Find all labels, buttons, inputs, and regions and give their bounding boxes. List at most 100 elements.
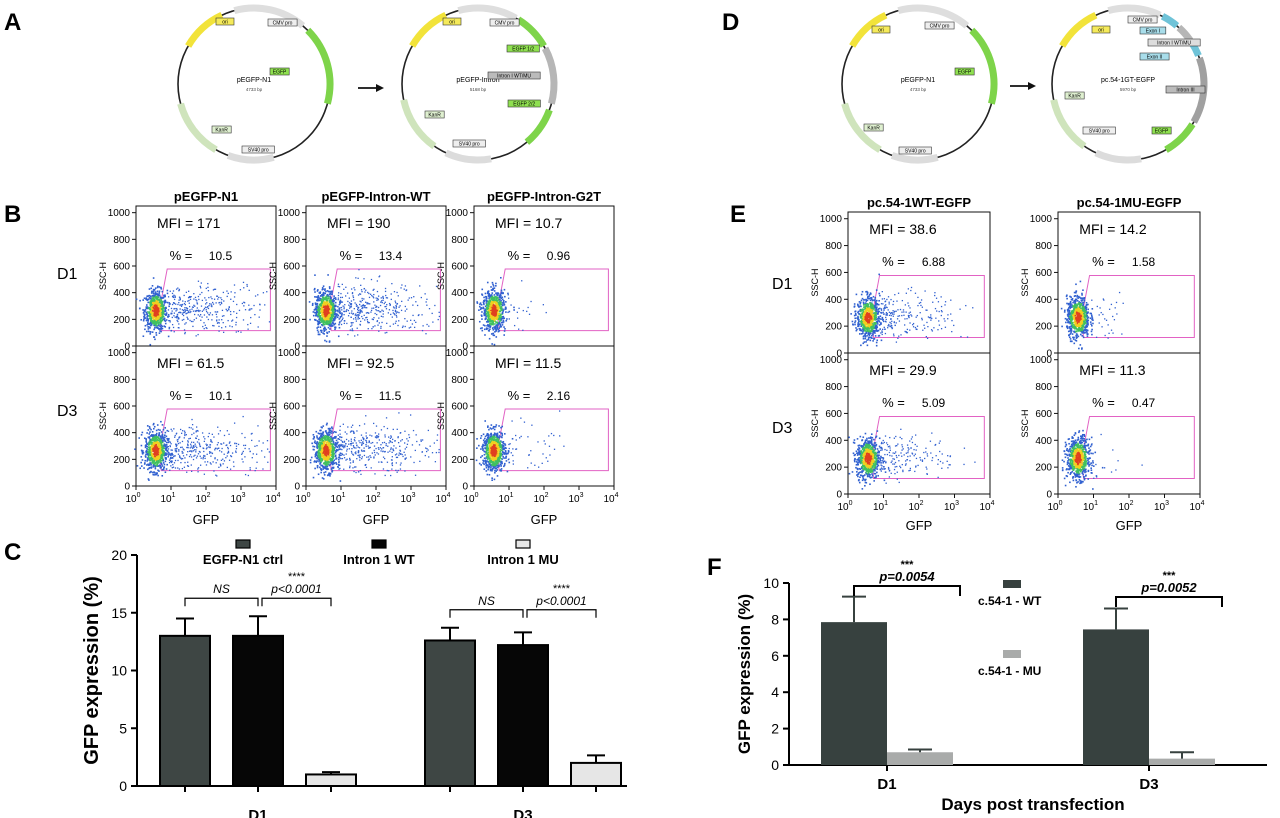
event-dot — [145, 438, 147, 440]
event-dot — [157, 317, 160, 320]
x-tick-label: 102 — [195, 492, 210, 505]
event-dot — [155, 460, 158, 462]
event-dot — [147, 468, 149, 471]
event-dot — [161, 290, 164, 293]
event-dot — [381, 442, 384, 444]
event-dot — [374, 312, 376, 315]
event-dot — [175, 443, 177, 445]
event-dot — [198, 450, 201, 453]
event-dot — [222, 291, 225, 294]
event-dot — [196, 307, 198, 309]
event-dot — [216, 448, 219, 450]
event-dot — [335, 314, 338, 317]
event-dot — [320, 432, 322, 435]
event-dot — [332, 440, 335, 443]
event-dot — [426, 323, 428, 326]
event-dot — [200, 319, 202, 321]
event-dot — [318, 441, 321, 444]
event-dot — [479, 303, 481, 306]
event-dot — [327, 461, 330, 463]
event-dot — [330, 297, 332, 300]
event-dot — [215, 313, 218, 316]
event-dot — [320, 464, 322, 467]
event-dot — [165, 446, 168, 449]
event-dot — [326, 308, 329, 311]
event-dot — [330, 307, 332, 310]
event-dot — [211, 433, 213, 435]
event-dot — [380, 325, 382, 328]
event-dot — [371, 452, 373, 454]
event-dot — [167, 313, 170, 316]
event-dot — [500, 305, 502, 308]
event-dot — [332, 319, 335, 321]
event-dot — [151, 301, 154, 303]
event-dot — [163, 294, 165, 297]
event-dot — [146, 443, 149, 445]
event-dot — [143, 318, 145, 321]
event-dot — [318, 456, 320, 458]
event-dot — [158, 442, 160, 444]
event-dot — [490, 333, 493, 335]
event-dot — [375, 306, 377, 308]
event-dot — [419, 285, 421, 287]
event-dot — [312, 311, 315, 313]
event-dot — [331, 290, 333, 293]
event-dot — [164, 313, 166, 315]
event-dot — [498, 322, 501, 325]
event-dot — [496, 326, 499, 329]
event-dot — [177, 467, 179, 469]
event-dot — [194, 310, 196, 312]
event-dot — [151, 459, 154, 462]
event-dot — [195, 451, 197, 453]
event-dot — [322, 462, 325, 464]
event-dot — [163, 302, 166, 304]
feature-label-box — [871, 25, 891, 34]
event-dot — [152, 322, 155, 325]
event-dot — [195, 426, 198, 428]
event-dot — [266, 291, 268, 293]
event-dot — [421, 439, 424, 441]
event-dot — [425, 450, 428, 453]
event-dot — [495, 292, 497, 294]
event-dot — [152, 466, 155, 468]
event-dot — [502, 321, 505, 323]
event-dot — [374, 473, 376, 475]
event-dot — [146, 425, 149, 427]
event-dot — [319, 447, 322, 449]
event-dot — [205, 303, 207, 305]
event-dot — [183, 302, 186, 305]
event-dot — [167, 296, 170, 298]
event-dot — [377, 453, 380, 455]
event-dot — [438, 315, 441, 318]
gate-percent-symbol: % = — [340, 388, 363, 403]
event-dot — [317, 331, 320, 333]
y-tick-label: 800 — [451, 235, 468, 246]
event-dot — [152, 288, 155, 291]
event-dot — [148, 458, 151, 461]
event-dot — [172, 302, 175, 304]
plasmid-feature-arc — [444, 149, 492, 164]
event-dot — [329, 461, 331, 463]
feature-label-box — [215, 17, 235, 26]
event-dot — [503, 304, 506, 306]
event-dot — [373, 288, 375, 291]
event-dot — [337, 438, 340, 440]
event-dot — [489, 322, 491, 325]
event-dot — [392, 449, 395, 452]
event-dot — [165, 452, 167, 454]
event-dot — [154, 316, 156, 319]
event-dot — [323, 333, 325, 335]
event-dot — [329, 318, 332, 321]
event-dot — [397, 442, 400, 444]
event-dot — [328, 474, 331, 476]
event-dot — [327, 457, 330, 460]
event-dot — [150, 470, 152, 473]
event-dot — [326, 304, 328, 306]
event-dot — [165, 457, 167, 459]
event-dot — [323, 455, 326, 458]
event-dot — [199, 315, 201, 317]
event-dot — [145, 304, 148, 306]
event-dot — [497, 308, 499, 310]
event-dot — [218, 325, 220, 328]
